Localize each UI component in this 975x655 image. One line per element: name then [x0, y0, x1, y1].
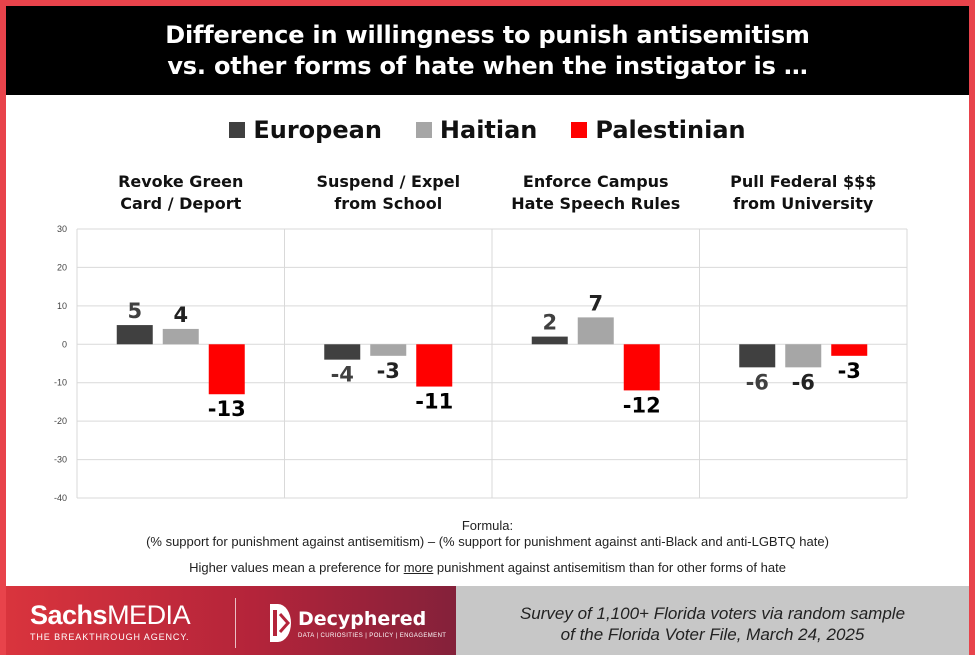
- data-label-palestinian-suspend-expel-from-school: -11: [415, 390, 453, 414]
- bar-palestinian-suspend-expel-from-school: [416, 344, 453, 387]
- group-title-suspend-expel-from-school: Suspend / Expel: [316, 172, 460, 191]
- y-tick-label: -20: [54, 416, 67, 426]
- bar-palestinian-revoke-green-card-deport: [208, 344, 245, 395]
- bar-palestinian-pull-federal-from-university: [831, 344, 868, 356]
- brand-rest: MEDIA: [107, 600, 191, 630]
- group-title-enforce-campus-hate-speech-rules: Enforce Campus: [523, 172, 669, 191]
- group-title-pull-federal-from-university: from University: [733, 194, 874, 213]
- data-label-european-revoke-green-card-deport: 5: [127, 299, 142, 323]
- data-label-haitian-pull-federal-from-university: -6: [792, 370, 815, 394]
- note-emphasis: more: [403, 560, 434, 575]
- interpretation-note: Higher values mean a preference for more…: [6, 560, 969, 575]
- legend: European Haitian Palestinian: [6, 116, 969, 144]
- partner-tagline: DATA | CURIOSITIES | POLICY | ENGAGEMENT: [298, 632, 447, 639]
- legend-label-european: European: [253, 116, 382, 144]
- survey-line-2: of the Florida Voter File, March 24, 202…: [560, 624, 865, 644]
- bar-haitian-enforce-campus-hate-speech-rules: [577, 317, 614, 345]
- data-label-palestinian-enforce-campus-hate-speech-rules: -12: [623, 393, 661, 417]
- brand-bold: Sachs: [30, 600, 108, 630]
- data-label-palestinian-revoke-green-card-deport: -13: [208, 397, 246, 421]
- group-title-pull-federal-from-university: Pull Federal $$$: [730, 172, 876, 191]
- bar-european-suspend-expel-from-school: [324, 344, 361, 360]
- formula-label: Formula:: [461, 518, 514, 533]
- legend-item-palestinian: Palestinian: [571, 116, 746, 144]
- y-tick-label: 30: [57, 224, 67, 234]
- data-label-palestinian-pull-federal-from-university: -3: [838, 359, 861, 383]
- y-tick-label: -40: [54, 493, 67, 503]
- group-title-revoke-green-card-deport: Revoke Green: [118, 172, 243, 191]
- decyphered-logo: Decyphered DATA | CURIOSITIES | POLICY |…: [268, 600, 446, 646]
- group-title-enforce-campus-hate-speech-rules: Hate Speech Rules: [511, 194, 680, 213]
- data-label-european-pull-federal-from-university: -6: [746, 370, 769, 394]
- y-tick-label: -10: [54, 378, 67, 388]
- y-tick-label: 0: [62, 339, 67, 349]
- title-bar: Difference in willingness to punish anti…: [6, 6, 969, 95]
- bar-haitian-pull-federal-from-university: [785, 344, 822, 368]
- y-tick-label: -30: [54, 455, 67, 465]
- bar-haitian-revoke-green-card-deport: [162, 328, 199, 345]
- legend-swatch-palestinian: [571, 122, 588, 138]
- bar-european-revoke-green-card-deport: [116, 325, 153, 345]
- footer-divider: [235, 598, 236, 648]
- bar-european-enforce-campus-hate-speech-rules: [531, 336, 568, 345]
- data-label-haitian-enforce-campus-hate-speech-rules: 7: [588, 291, 603, 315]
- bar-chart: 30 20 10 0 -10 -20 -30 -40 Revoke Green Card / De…: [54, 172, 908, 503]
- data-label-european-suspend-expel-from-school: -4: [331, 363, 354, 387]
- survey-line-1: Survey of 1,100+ Florida voters via rand…: [519, 603, 906, 623]
- bar-haitian-suspend-expel-from-school: [370, 344, 407, 356]
- chart-title-line-2: vs. other forms of hate when the instiga…: [167, 51, 808, 80]
- legend-swatch-european: [229, 122, 246, 138]
- legend-label-palestinian: Palestinian: [595, 116, 746, 144]
- y-tick-label: 10: [57, 301, 67, 311]
- note-before: Higher values mean a preference for: [189, 560, 404, 575]
- legend-item-haitian: Haitian: [415, 116, 538, 144]
- bar-palestinian-enforce-campus-hate-speech-rules: [623, 344, 660, 391]
- partner-name: Decyphered: [298, 607, 427, 630]
- footer-brands: SachsMEDIA THE BREAKTHROUGH AGENCY. Decy…: [6, 586, 456, 655]
- legend-swatch-haitian: [415, 122, 432, 138]
- note-after: punishment against antisemitism than for…: [433, 560, 786, 575]
- group-title-revoke-green-card-deport: Card / Deport: [120, 194, 241, 213]
- footer: SachsMEDIA THE BREAKTHROUGH AGENCY. Decy…: [6, 586, 969, 655]
- formula-note: Formula: (% support for punishment again…: [6, 518, 969, 550]
- decyphered-d-icon: [270, 604, 291, 642]
- sachs-media-logo: SachsMEDIA THE BREAKTHROUGH AGENCY.: [30, 600, 191, 642]
- group-title-suspend-expel-from-school: from School: [334, 194, 442, 213]
- bar-european-pull-federal-from-university: [739, 344, 776, 368]
- brand-tagline: THE BREAKTHROUGH AGENCY.: [30, 632, 190, 642]
- y-tick-label: 20: [57, 262, 67, 272]
- data-label-european-enforce-campus-hate-speech-rules: 2: [542, 311, 557, 335]
- chart-title-line-1: Difference in willingness to punish anti…: [165, 20, 810, 49]
- data-label-haitian-suspend-expel-from-school: -3: [377, 359, 400, 383]
- formula-text: (% support for punishment against antise…: [146, 534, 829, 549]
- legend-item-european: European: [229, 116, 382, 144]
- survey-info: Survey of 1,100+ Florida voters via rand…: [456, 586, 969, 655]
- legend-label-haitian: Haitian: [439, 116, 538, 144]
- data-label-haitian-revoke-green-card-deport: 4: [173, 303, 188, 327]
